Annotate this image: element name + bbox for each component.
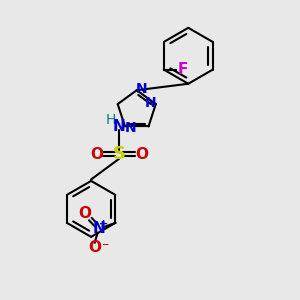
Text: +: + — [99, 219, 108, 229]
Text: S: S — [112, 146, 126, 164]
Text: O: O — [135, 147, 148, 162]
Text: O: O — [90, 147, 103, 162]
Text: N: N — [93, 221, 106, 236]
Text: N: N — [113, 119, 125, 134]
Text: N: N — [135, 82, 147, 96]
Text: F: F — [177, 62, 188, 77]
Text: O: O — [78, 206, 91, 221]
Text: O: O — [88, 239, 101, 254]
Text: N: N — [124, 121, 136, 135]
Text: N: N — [145, 96, 156, 110]
Text: H: H — [106, 113, 116, 127]
Text: ⁻: ⁻ — [100, 240, 108, 254]
